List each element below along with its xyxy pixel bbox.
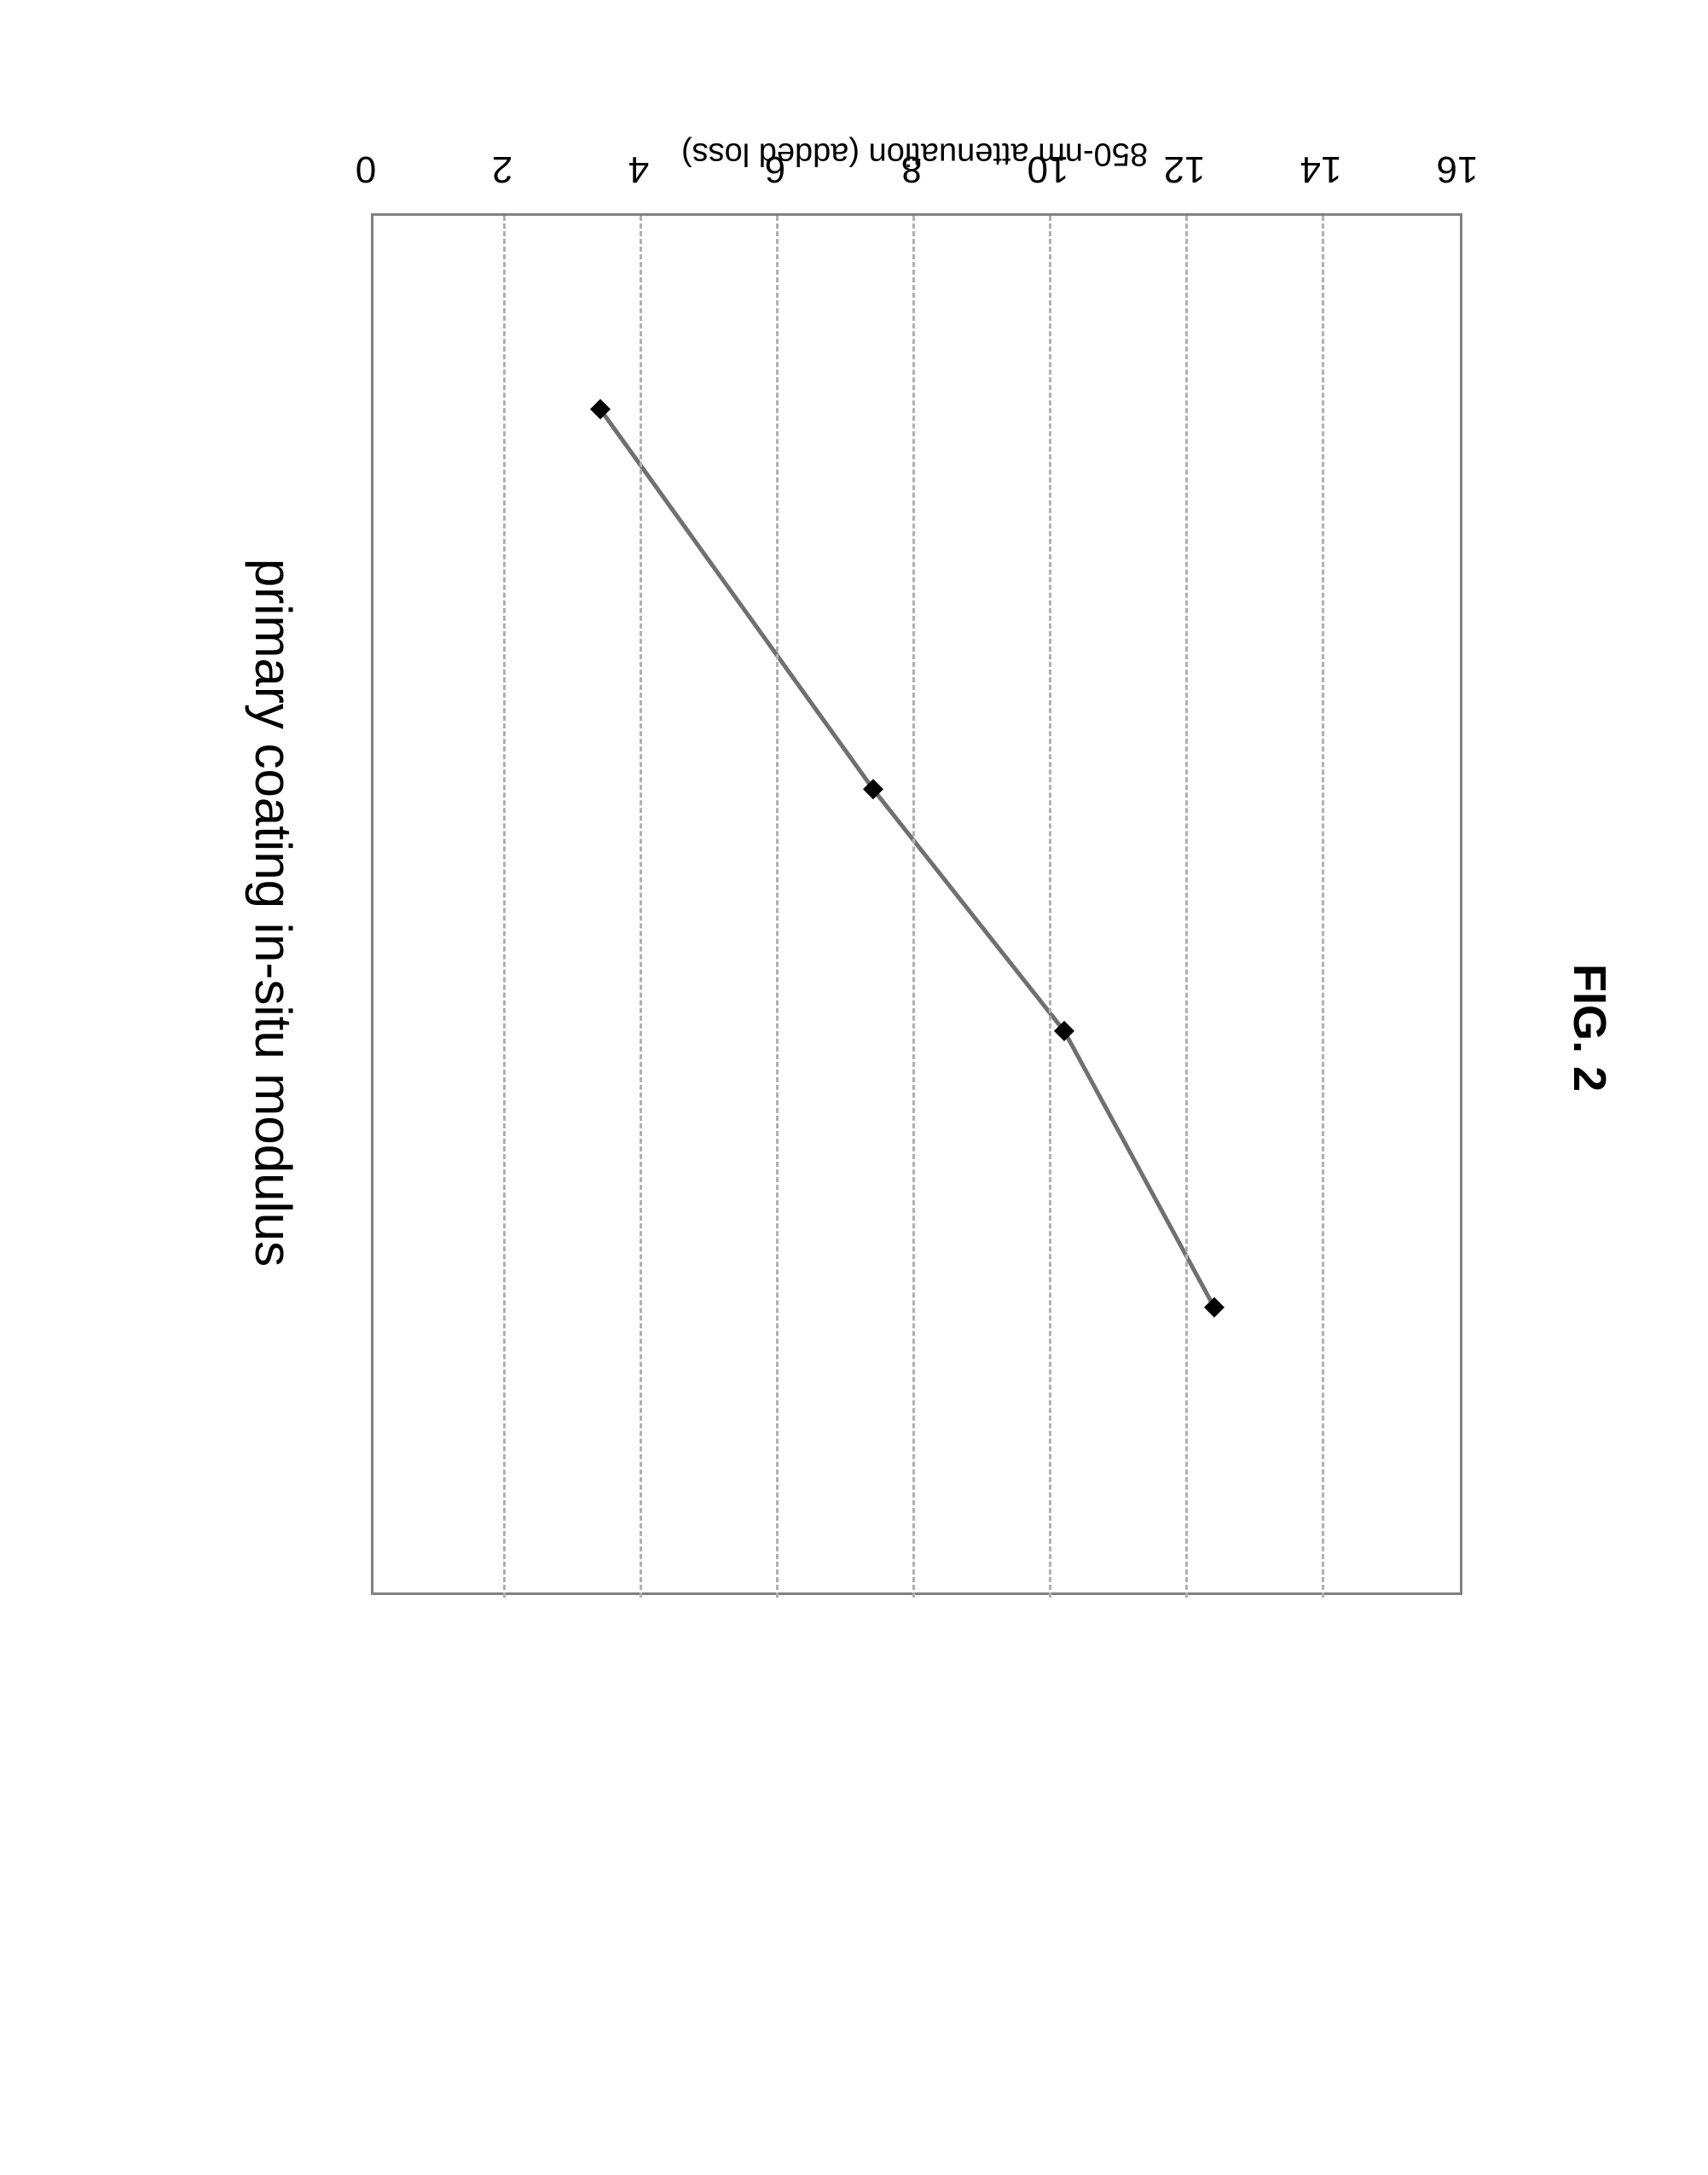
data-marker <box>1204 1297 1225 1318</box>
figure-title: FIG. 2 <box>1563 964 1616 1092</box>
y-tick-label: 2 <box>468 148 536 190</box>
page: FIG. 2 primary coating in-situ modulus 8… <box>0 0 1708 2175</box>
series-line <box>600 409 1214 1308</box>
y-tick-label: 12 <box>1150 148 1219 190</box>
gridline <box>640 216 643 1598</box>
y-tick-label: 6 <box>741 148 809 190</box>
rotated-figure-container: FIG. 2 primary coating in-situ modulus 8… <box>226 111 1676 2047</box>
gridline <box>1050 216 1052 1598</box>
gridline <box>1323 216 1325 1598</box>
plot-area: 0246810121416 <box>371 213 1462 1595</box>
y-tick-label: 10 <box>1014 148 1082 190</box>
y-tick-label: 14 <box>1287 148 1355 190</box>
gridline <box>777 216 779 1598</box>
gridline <box>913 216 916 1598</box>
x-axis-label: primary coating in-situ modulus <box>244 401 303 1424</box>
y-tick-label: 16 <box>1423 148 1491 190</box>
gridline <box>504 216 507 1598</box>
y-tick-label: 8 <box>877 148 946 190</box>
y-tick-label: 4 <box>605 148 673 190</box>
gridline <box>1186 216 1189 1598</box>
y-tick-label: 0 <box>332 148 400 190</box>
